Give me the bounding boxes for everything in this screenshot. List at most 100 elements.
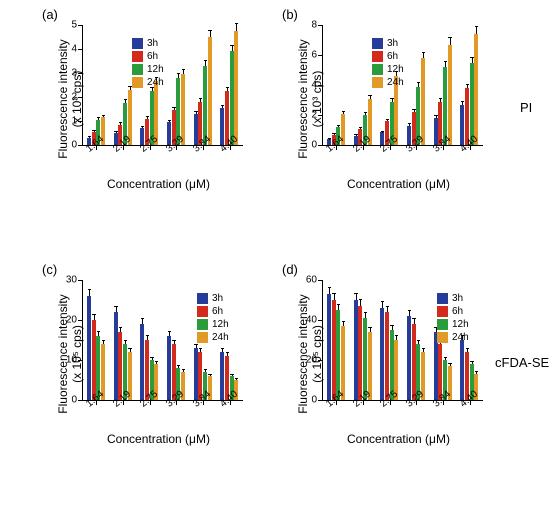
bar	[87, 296, 91, 400]
error-bar	[142, 319, 143, 324]
error-bar	[476, 372, 477, 374]
error-bar-cap	[102, 115, 105, 116]
error-bar-cap	[146, 335, 149, 336]
legend: 3h6h12h24h	[372, 37, 404, 89]
error-bar	[116, 132, 117, 133]
error-bar	[445, 62, 446, 67]
bar	[354, 300, 358, 400]
bar	[368, 332, 372, 400]
error-bar-cap	[368, 327, 371, 328]
error-bar-cap	[155, 361, 158, 362]
error-bar	[409, 311, 410, 316]
error-bar-cap	[97, 331, 100, 332]
error-bar	[370, 96, 371, 99]
error-bar	[440, 99, 441, 102]
error-bar	[356, 135, 357, 136]
legend-label: 12h	[147, 64, 164, 75]
error-bar	[467, 349, 468, 352]
legend-label: 12h	[387, 64, 404, 75]
error-bar	[418, 341, 419, 344]
error-bar	[382, 302, 383, 308]
bar	[167, 336, 171, 400]
error-bar	[365, 113, 366, 115]
bar	[341, 326, 345, 400]
error-bar	[156, 362, 157, 364]
error-bar	[169, 121, 170, 122]
error-bar-cap	[412, 318, 415, 319]
error-bar	[200, 349, 201, 352]
row-label-top: PI	[520, 100, 532, 115]
error-bar	[120, 123, 121, 124]
error-bar-cap	[119, 122, 122, 123]
panel-b: (b)024681.642.192.753.293.844.403h6h12h2…	[280, 15, 492, 205]
panel-d: (d)02040601.642.192.753.293.844.403h6h12…	[280, 270, 492, 460]
error-bar-cap	[364, 312, 367, 313]
error-bar	[94, 315, 95, 320]
error-bar-cap	[114, 306, 117, 307]
error-bar	[467, 85, 468, 88]
error-bar	[414, 319, 415, 324]
legend-swatch	[132, 64, 143, 75]
error-bar-cap	[422, 52, 425, 53]
y-axis-label: Fluorescence intensity(x 10³ cps)	[56, 24, 84, 174]
error-bar	[365, 313, 366, 318]
legend-label: 12h	[212, 319, 229, 330]
error-bar-cap	[342, 321, 345, 322]
error-bar-cap	[172, 107, 175, 108]
legend-item: 12h	[132, 63, 164, 76]
error-bar-cap	[359, 127, 362, 128]
bar	[380, 308, 384, 400]
error-bar	[343, 112, 344, 114]
legend-item: 3h	[132, 37, 164, 50]
error-bar-cap	[337, 304, 340, 305]
error-bar	[382, 132, 383, 133]
error-bar	[178, 366, 179, 368]
panel-c: (c)01020301.642.192.753.293.844.403h6h12…	[40, 270, 252, 460]
error-bar-cap	[172, 340, 175, 341]
error-bar-cap	[342, 111, 345, 112]
legend-label: 12h	[452, 319, 469, 330]
error-bar-cap	[235, 23, 238, 24]
legend-label: 3h	[452, 293, 463, 304]
legend-label: 3h	[147, 38, 158, 49]
error-bar-cap	[194, 344, 197, 345]
legend-label: 6h	[452, 306, 463, 317]
error-bar-cap	[470, 57, 473, 58]
error-bar	[130, 87, 131, 90]
error-bar-cap	[92, 314, 95, 315]
bar	[336, 310, 340, 400]
legend-label: 24h	[147, 77, 164, 88]
error-bar-cap	[408, 310, 411, 311]
bar	[327, 294, 331, 400]
bar	[220, 108, 224, 145]
error-bar	[147, 117, 148, 119]
error-bar-cap	[386, 306, 389, 307]
legend-label: 3h	[387, 38, 398, 49]
error-bar-cap	[177, 365, 180, 366]
error-bar	[196, 112, 197, 114]
legend-label: 24h	[212, 332, 229, 343]
error-bar	[210, 31, 211, 37]
error-bar-cap	[230, 45, 233, 46]
error-bar-cap	[141, 318, 144, 319]
y-axis-label: Fluorescence intensity(x 10⁵ cps)	[56, 279, 84, 429]
error-bar-cap	[408, 123, 411, 124]
error-bar-cap	[448, 37, 451, 38]
error-bar	[436, 116, 437, 118]
bar	[140, 324, 144, 400]
legend-item: 6h	[197, 305, 229, 318]
x-axis-label: Concentration (μM)	[347, 177, 450, 191]
error-bar	[423, 53, 424, 58]
x-axis-label: Concentration (μM)	[347, 432, 450, 446]
error-bar-cap	[412, 109, 415, 110]
error-bar	[472, 362, 473, 364]
bar	[470, 63, 474, 146]
error-bar	[343, 322, 344, 326]
error-bar	[130, 349, 131, 352]
bar	[118, 332, 122, 400]
error-bar	[360, 128, 361, 129]
error-bar-cap	[386, 119, 389, 120]
error-bar	[125, 341, 126, 344]
error-bar-cap	[354, 134, 357, 135]
legend-item: 6h	[132, 50, 164, 63]
